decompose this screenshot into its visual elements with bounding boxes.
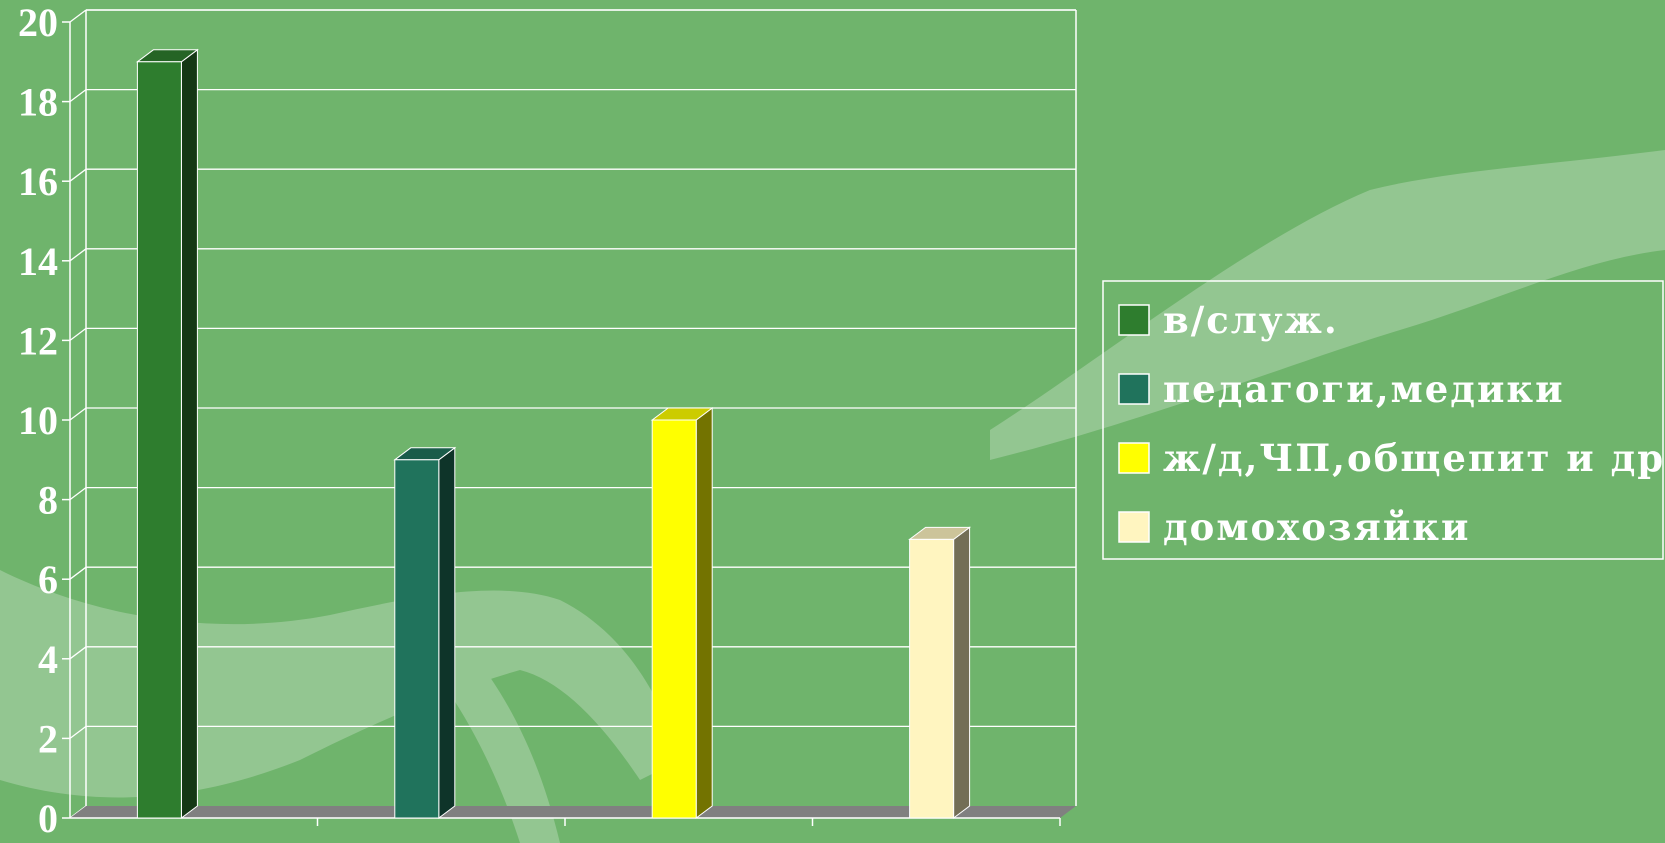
legend-box <box>1102 280 1664 560</box>
legend-swatch <box>1118 304 1150 336</box>
legend-label: ж/д,ЧП,общепит и др. <box>1163 436 1665 480</box>
legend-swatch <box>1118 442 1150 474</box>
y-tick-label: 2 <box>38 716 58 761</box>
legend-swatch <box>1118 373 1150 405</box>
y-tick-label: 0 <box>38 796 58 841</box>
legend-label: домохозяйки <box>1163 505 1470 549</box>
bar-front <box>394 459 440 819</box>
bar-front <box>136 61 182 819</box>
gridline-side <box>69 168 87 182</box>
y-tick-label: 8 <box>38 478 58 523</box>
bar-front <box>909 538 955 819</box>
y-tick-label: 20 <box>18 0 58 45</box>
y-tick-label: 6 <box>38 557 58 602</box>
gridline-side <box>69 487 87 501</box>
gridline-side <box>69 646 87 660</box>
background-hands-decoration <box>0 150 1665 843</box>
legend-swatch <box>1118 511 1150 543</box>
gridline-side <box>69 327 87 341</box>
y-tick-label: 10 <box>18 398 58 443</box>
bars <box>135 48 972 819</box>
bar-side <box>953 526 971 819</box>
bar-side <box>695 407 713 819</box>
y-tick-label: 14 <box>18 239 58 284</box>
chart-floor <box>70 806 1076 818</box>
legend-item: домохозяйки <box>1118 505 1470 549</box>
bar <box>135 48 199 819</box>
gridlines <box>69 9 1076 819</box>
legend: в/служ. педагоги,медики ж/д,ЧП,общепит и д… <box>1102 280 1665 560</box>
bar-side <box>180 48 198 819</box>
gridline-side <box>69 566 87 580</box>
bar-side <box>438 446 456 819</box>
bar <box>650 407 714 819</box>
gridline-side <box>69 89 87 103</box>
bar <box>393 446 457 819</box>
y-tick-labels: 0 2 4 6 8 10 12 14 16 18 20 <box>18 0 58 841</box>
legend-item: педагоги,медики <box>1118 367 1565 411</box>
bar-front <box>651 419 697 819</box>
y-tick-label: 18 <box>18 80 58 125</box>
legend-label: в/служ. <box>1163 298 1339 342</box>
axes <box>62 9 1077 826</box>
gridline-side <box>69 9 87 23</box>
y-tick-label: 16 <box>18 159 58 204</box>
gridline-side <box>69 248 87 262</box>
legend-item: в/служ. <box>1118 298 1339 342</box>
gridline-side <box>69 725 87 739</box>
legend-label: педагоги,медики <box>1163 367 1565 411</box>
gridline-side <box>69 407 87 421</box>
legend-item: ж/д,ЧП,общепит и др. <box>1118 436 1665 480</box>
y-tick-label: 12 <box>18 318 58 363</box>
bar <box>908 526 972 819</box>
y-tick-label: 4 <box>38 637 58 682</box>
